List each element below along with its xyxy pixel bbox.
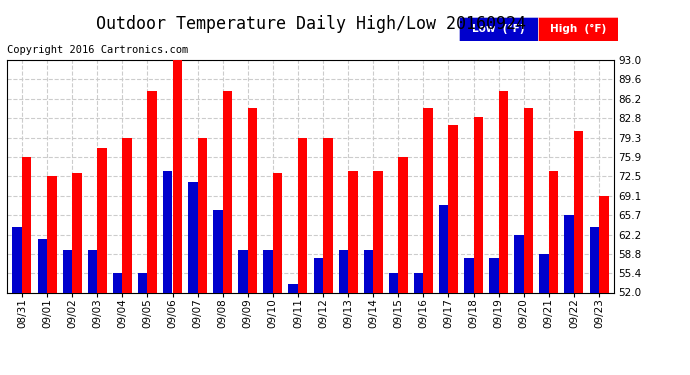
Bar <box>524 108 533 292</box>
Bar <box>72 173 81 292</box>
Bar <box>549 171 558 292</box>
Bar <box>298 138 308 292</box>
Bar <box>112 273 122 292</box>
Bar <box>348 171 357 292</box>
Bar <box>88 250 97 292</box>
Bar <box>47 176 57 292</box>
Bar <box>163 171 172 292</box>
Bar <box>424 108 433 292</box>
Text: Outdoor Temperature Daily High/Low 20160924: Outdoor Temperature Daily High/Low 20160… <box>95 15 526 33</box>
Bar <box>499 91 509 292</box>
Bar <box>188 182 197 292</box>
Bar <box>12 227 22 292</box>
Text: Low  (°F): Low (°F) <box>472 24 525 34</box>
Bar <box>238 250 248 292</box>
Bar <box>63 250 72 292</box>
Bar <box>473 117 483 292</box>
Bar <box>172 60 182 292</box>
Bar <box>273 173 282 292</box>
Bar <box>197 138 207 292</box>
Bar <box>288 284 298 292</box>
Bar <box>364 250 373 292</box>
Bar <box>574 131 584 292</box>
Text: High  (°F): High (°F) <box>550 24 606 34</box>
Bar <box>138 273 148 292</box>
Bar <box>97 148 107 292</box>
Bar <box>264 250 273 292</box>
Bar <box>148 91 157 292</box>
Bar <box>22 157 32 292</box>
Bar <box>414 273 424 292</box>
Text: Copyright 2016 Cartronics.com: Copyright 2016 Cartronics.com <box>7 45 188 55</box>
Bar <box>464 258 473 292</box>
Bar <box>489 258 499 292</box>
Bar <box>323 138 333 292</box>
Bar <box>339 250 348 292</box>
Bar <box>599 195 609 292</box>
Bar <box>213 210 223 292</box>
Bar <box>448 125 458 292</box>
Bar <box>540 254 549 292</box>
Bar <box>373 171 383 292</box>
Bar <box>223 91 233 292</box>
Bar <box>398 157 408 292</box>
Bar <box>564 215 574 292</box>
Bar <box>388 273 398 292</box>
Bar <box>313 258 323 292</box>
Bar <box>514 235 524 292</box>
Bar <box>439 205 449 292</box>
Bar <box>37 238 47 292</box>
Bar <box>122 138 132 292</box>
Bar <box>248 108 257 292</box>
Bar <box>589 227 599 292</box>
